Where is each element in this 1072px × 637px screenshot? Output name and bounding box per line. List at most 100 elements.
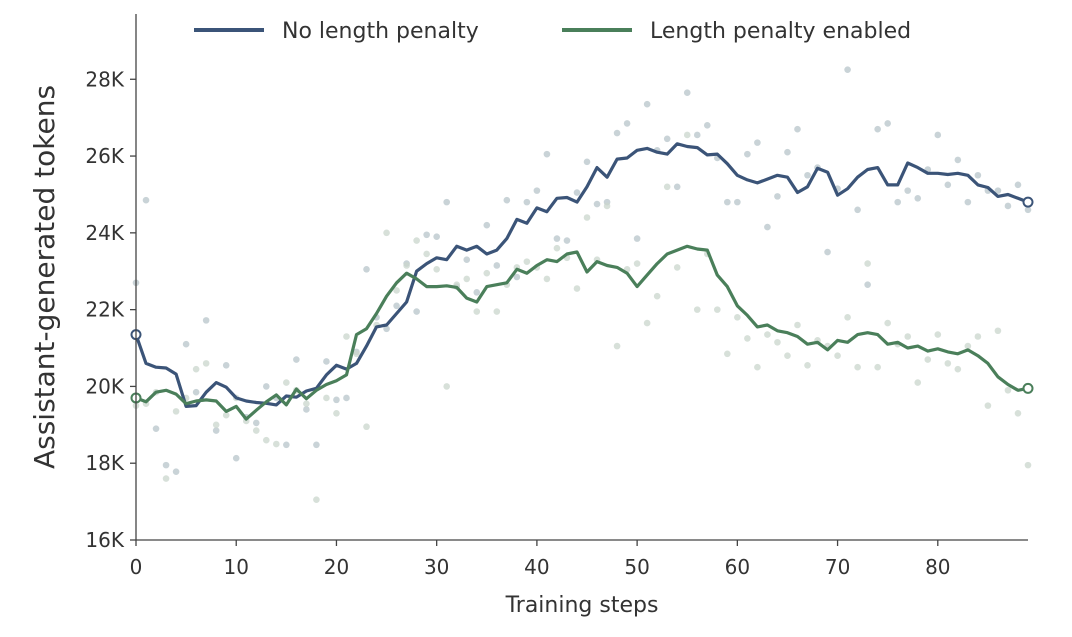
scatter-point-penalty bbox=[162, 475, 170, 482]
scatter-point-no-penalty bbox=[784, 148, 791, 156]
scatter-point-no-penalty bbox=[393, 302, 400, 310]
scatter-point-no-penalty bbox=[443, 198, 450, 206]
scatter-point-no-penalty bbox=[864, 281, 871, 288]
scatter-point-no-penalty bbox=[804, 171, 811, 179]
x-tick-label: 70 bbox=[825, 555, 850, 579]
scatter-point-penalty bbox=[393, 287, 400, 294]
scatter-point-penalty bbox=[934, 331, 942, 338]
scatter-point-no-penalty bbox=[774, 193, 781, 200]
series-line-no-length-penalty bbox=[134, 142, 1029, 408]
lines-layer bbox=[130, 142, 1034, 421]
y-tick-label: 18K bbox=[85, 451, 124, 475]
scatter-point-no-penalty bbox=[934, 131, 942, 139]
scatter-point-no-penalty bbox=[363, 266, 370, 273]
scatter-point-penalty bbox=[844, 314, 851, 321]
scatter-point-penalty bbox=[1004, 386, 1012, 394]
legend-label-length-penalty-enabled: Length penalty enabled bbox=[650, 19, 911, 44]
scatter-point-no-penalty bbox=[433, 233, 440, 240]
scatter-point-no-penalty bbox=[884, 120, 891, 127]
scatter-point-penalty bbox=[283, 379, 290, 386]
x-ticks: 0 10 20 30 40 50 60 70 80 bbox=[130, 540, 951, 579]
scatter-point-penalty bbox=[262, 436, 270, 444]
scatter-point-no-penalty bbox=[1004, 202, 1012, 210]
scatter-point-no-penalty bbox=[222, 362, 230, 369]
scatter-point-penalty bbox=[754, 363, 761, 371]
scatter-point-penalty bbox=[864, 260, 871, 267]
scatter-point-no-penalty bbox=[323, 358, 330, 365]
scatter-point-penalty bbox=[603, 202, 611, 210]
scatter-point-penalty bbox=[252, 427, 260, 434]
scatter-point-penalty bbox=[994, 327, 1002, 335]
scatter-point-no-penalty bbox=[413, 308, 420, 315]
scatter-point-no-penalty bbox=[764, 223, 771, 231]
y-tick-label: 16K bbox=[85, 528, 124, 552]
scatter-point-no-penalty bbox=[734, 198, 741, 206]
y-tick-label: 20K bbox=[85, 374, 124, 398]
scatter-point-no-penalty bbox=[613, 129, 621, 137]
scatter-point-no-penalty bbox=[643, 100, 651, 108]
scatter-point-penalty bbox=[734, 314, 741, 321]
scatter-point-no-penalty bbox=[703, 122, 711, 129]
scatter-point-no-penalty bbox=[303, 406, 310, 413]
scatter-point-penalty bbox=[423, 250, 430, 258]
scatter-point-no-penalty bbox=[1024, 206, 1032, 214]
scatter-point-no-penalty bbox=[513, 273, 521, 281]
scatter-point-no-penalty bbox=[954, 156, 962, 164]
scatter-point-penalty bbox=[784, 352, 791, 360]
scatter-point-no-penalty bbox=[313, 441, 320, 449]
scatter-point-no-penalty bbox=[914, 194, 922, 202]
scatter-point-penalty bbox=[473, 308, 481, 315]
scatter-point-no-penalty bbox=[192, 388, 200, 396]
x-tick-label: 30 bbox=[424, 555, 449, 579]
scatter-point-no-penalty bbox=[283, 441, 290, 449]
scatter-point-penalty bbox=[794, 321, 801, 329]
scatter-point-penalty bbox=[984, 402, 992, 409]
scatter-point-no-penalty bbox=[724, 198, 731, 206]
scatter-point-no-penalty bbox=[683, 89, 691, 97]
y-axis-title: Assistant-generated tokens bbox=[28, 85, 61, 469]
legend: No length penalty Length penalty enabled bbox=[194, 19, 911, 44]
scatter-point-no-penalty bbox=[182, 340, 190, 348]
scatter-point-no-penalty bbox=[633, 235, 641, 242]
scatter-point-no-penalty bbox=[503, 196, 511, 204]
scatter-layer bbox=[132, 66, 1032, 503]
scatter-point-no-penalty bbox=[152, 425, 160, 432]
scatter-point-no-penalty bbox=[744, 150, 751, 158]
scatter-point-penalty bbox=[724, 350, 731, 358]
y-tick-label: 22K bbox=[85, 298, 124, 322]
scatter-point-penalty bbox=[573, 285, 581, 292]
scatter-point-no-penalty bbox=[583, 158, 591, 166]
scatter-point-no-penalty bbox=[593, 200, 601, 208]
scatter-point-no-penalty bbox=[483, 221, 491, 229]
scatter-point-penalty bbox=[643, 319, 651, 327]
scatter-point-no-penalty bbox=[573, 189, 581, 196]
scatter-point-no-penalty bbox=[262, 383, 270, 390]
scatter-point-no-penalty bbox=[894, 198, 902, 206]
scatter-point-penalty bbox=[874, 363, 881, 371]
scatter-point-penalty bbox=[353, 350, 360, 358]
scatter-point-no-penalty bbox=[854, 206, 861, 214]
x-tick-label: 0 bbox=[130, 555, 143, 579]
scatter-point-no-penalty bbox=[904, 187, 912, 194]
scatter-point-penalty bbox=[613, 342, 621, 350]
scatter-point-no-penalty bbox=[563, 237, 571, 244]
scatter-point-penalty bbox=[774, 338, 781, 346]
y-tick-label: 24K bbox=[85, 221, 124, 245]
scatter-point-penalty bbox=[323, 394, 330, 402]
scatter-point-penalty bbox=[904, 333, 912, 340]
scatter-point-no-penalty bbox=[623, 120, 631, 127]
series-line-length-penalty-enabled bbox=[135, 244, 1029, 421]
scatter-point-no-penalty bbox=[794, 125, 801, 133]
scatter-point-no-penalty bbox=[874, 125, 881, 133]
scatter-point-no-penalty bbox=[1014, 181, 1022, 189]
scatter-point-no-penalty bbox=[673, 183, 681, 191]
scatter-point-no-penalty bbox=[423, 231, 430, 239]
scatter-point-penalty bbox=[192, 365, 200, 373]
scatter-point-no-penalty bbox=[944, 181, 952, 189]
scatter-point-penalty bbox=[443, 383, 450, 390]
y-ticks: 16K 18K 20K 22K 24K 26K 28K bbox=[85, 67, 136, 552]
scatter-point-penalty bbox=[553, 244, 561, 252]
scatter-point-penalty bbox=[884, 319, 891, 327]
scatter-point-no-penalty bbox=[212, 427, 220, 434]
scatter-point-no-penalty bbox=[473, 289, 481, 296]
